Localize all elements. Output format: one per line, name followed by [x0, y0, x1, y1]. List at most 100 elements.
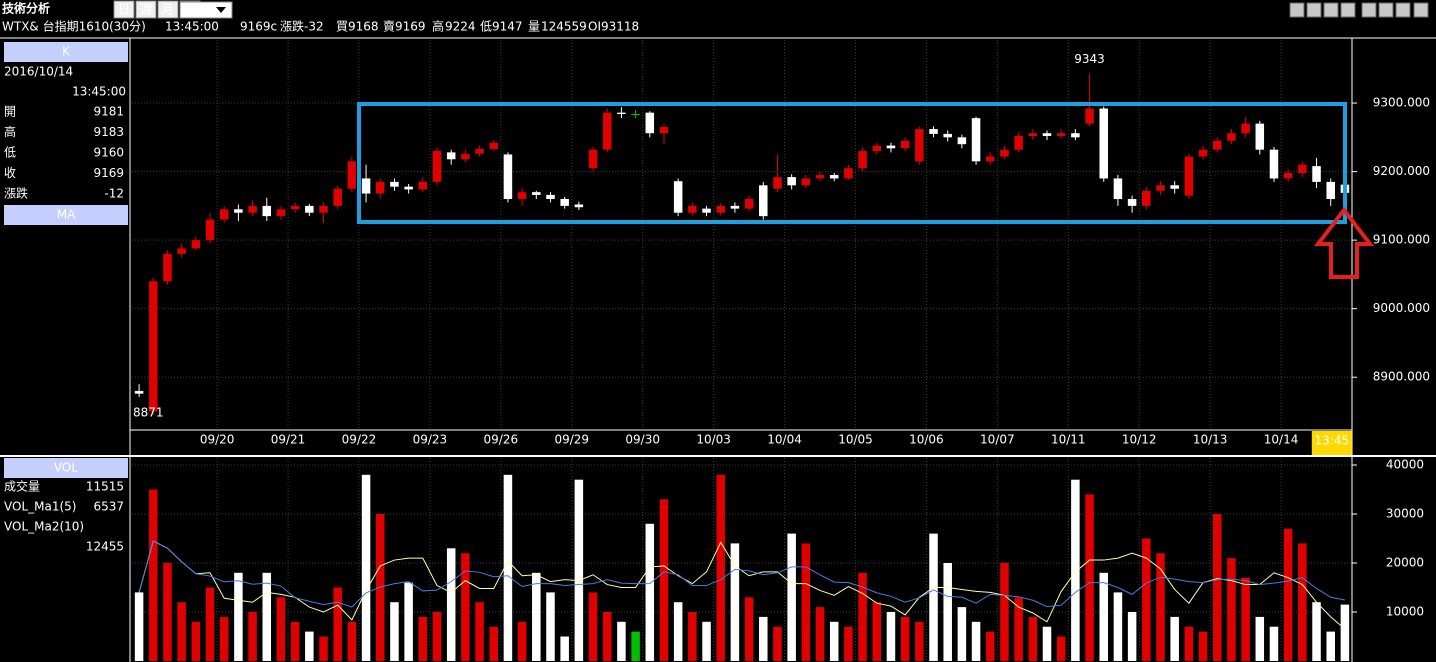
volume-bar [219, 616, 229, 661]
quote-volume_label: 量 [528, 20, 540, 34]
candle-body [404, 186, 413, 190]
candle-body [673, 181, 683, 213]
volume-bar [631, 631, 640, 661]
x-tick-label: 09/20 [200, 433, 235, 447]
volume-bar [645, 523, 655, 661]
volume-bar [1198, 631, 1208, 661]
window-buttons[interactable] [1289, 2, 1429, 18]
candle-body [858, 151, 867, 169]
volume-bar [986, 631, 995, 661]
candle-body [929, 129, 938, 134]
period-button-label[interactable]: 週 [140, 3, 152, 17]
y-tick-label: 9300.000 [1373, 96, 1430, 110]
label: 成交量 [4, 479, 40, 494]
period-button-label[interactable]: 日 [118, 3, 130, 17]
period-button-label[interactable]: 月 [162, 3, 174, 17]
volume-bar [815, 607, 825, 661]
interval-select[interactable] [179, 1, 233, 19]
label: 11515 [86, 480, 124, 494]
volume-bar [1113, 592, 1123, 661]
volume-bar [1227, 558, 1236, 661]
candle-body [829, 175, 839, 179]
volume-bar [1212, 514, 1222, 661]
period-button[interactable] [135, 0, 157, 19]
volume-bar [1099, 572, 1108, 661]
candle-body [957, 137, 967, 145]
volume-bar [688, 612, 697, 661]
candle-body [1326, 181, 1335, 200]
candle-body [1099, 108, 1108, 179]
volume-bar [915, 621, 924, 661]
volume-bar [659, 499, 669, 661]
volume-bar [560, 636, 569, 661]
candle-body [1000, 149, 1009, 157]
label: 13:45:00 [72, 85, 126, 99]
volume-bar [1312, 602, 1321, 661]
volume-bar [943, 563, 952, 661]
volume-bar [787, 533, 796, 661]
volume-bar [872, 602, 882, 661]
dropdown-arrow [216, 7, 226, 13]
period-button[interactable] [157, 0, 179, 19]
y-tick-label: 20000 [1386, 556, 1424, 570]
candle-body [588, 149, 598, 169]
volume-bar [1298, 543, 1307, 661]
candle-body [915, 129, 924, 162]
candle-body [1212, 140, 1222, 150]
candle-body [532, 192, 541, 195]
candle-body [390, 181, 399, 187]
interval-value[interactable]: 30 [183, 3, 198, 17]
volume-bar [1283, 528, 1293, 661]
label: 高 [4, 124, 16, 139]
button[interactable] [1340, 2, 1356, 18]
candle-body [1269, 149, 1279, 179]
volume-bar [1028, 616, 1038, 661]
candle-body [276, 209, 286, 217]
x-tick-label: 10/11 [1051, 433, 1086, 447]
candle-body [1241, 123, 1250, 134]
ma-title: MA [57, 208, 76, 222]
volume-bar [1014, 597, 1023, 661]
label: 9169 [93, 166, 124, 180]
candle-body [1113, 178, 1123, 200]
ma-line [138, 540, 1346, 608]
quote-bid: 買9168 [336, 20, 379, 34]
button[interactable] [1289, 2, 1305, 18]
candle-body [290, 205, 300, 210]
volume-bar [1142, 538, 1151, 661]
vol-header [4, 458, 128, 478]
volume-bar [1184, 626, 1194, 661]
x-tick-label: 09/30 [625, 433, 660, 447]
button[interactable] [1306, 2, 1322, 18]
period-button[interactable] [113, 0, 135, 19]
label: 12455 [86, 540, 124, 554]
volume-bar [262, 572, 272, 661]
candle-body [163, 253, 172, 282]
candle-body [773, 177, 782, 189]
volume-bar [602, 612, 612, 661]
candle-body [617, 112, 626, 115]
volume-bar [844, 626, 853, 661]
y-tick-label: 9100.000 [1373, 233, 1430, 247]
volume-bar [475, 602, 484, 661]
button[interactable] [1378, 2, 1394, 18]
quote-high_label: 高 [432, 19, 444, 34]
candle-body [234, 209, 243, 213]
candle-body [248, 205, 257, 213]
candle-body [489, 142, 498, 149]
button[interactable] [1361, 2, 1377, 18]
quote-low: 低9147 [480, 20, 523, 34]
volume-bar [829, 621, 839, 661]
button[interactable] [1395, 2, 1411, 18]
y-tick-label: 8900.000 [1373, 370, 1430, 384]
button[interactable] [1323, 2, 1339, 18]
volume-bar [773, 626, 782, 661]
label: 收 [4, 166, 16, 180]
volume-bar [1000, 563, 1009, 661]
candle-body [446, 152, 456, 160]
volume-bar [361, 474, 371, 661]
volume-bar [1127, 612, 1137, 661]
button[interactable] [1413, 2, 1429, 18]
volume-bar [347, 621, 357, 661]
